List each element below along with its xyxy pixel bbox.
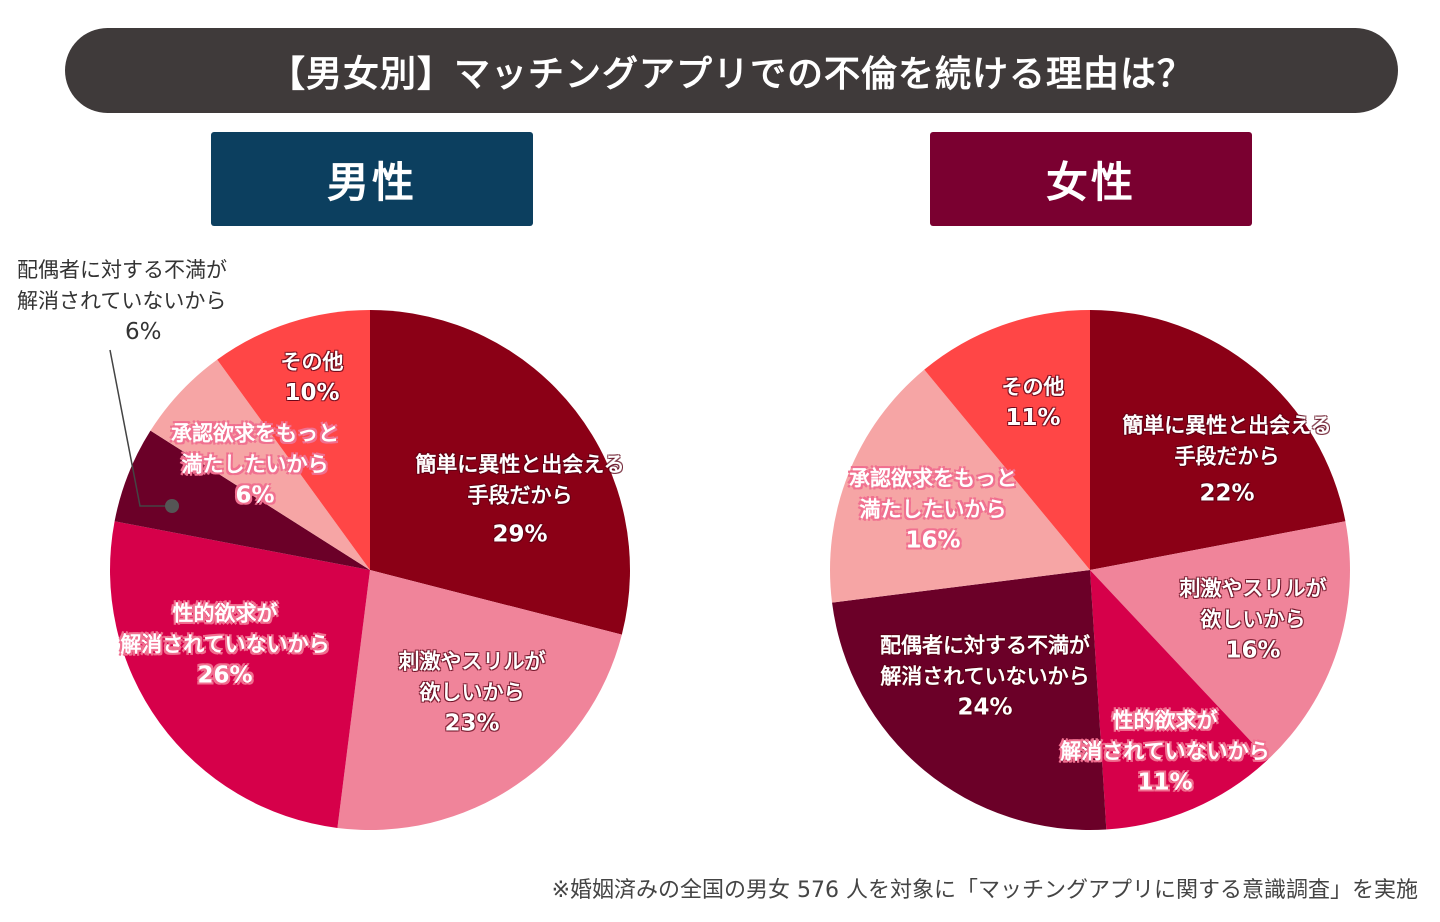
- female-slice-stimulation: [1090, 521, 1350, 760]
- female-header: 女性: [930, 132, 1252, 226]
- female-slice-other: [924, 310, 1090, 570]
- male-label-easy: 簡単に異性と出会える 手段だから 29%: [415, 452, 625, 548]
- male-pie: [109, 310, 630, 830]
- female-label-sexual: 性的欲求が 解消されていないから 11%: [1060, 708, 1270, 796]
- male-header: 男性: [211, 132, 533, 226]
- female-label-easy: 簡単に異性と出会える 手段だから 22%: [1122, 413, 1332, 507]
- male-label-other: その他 10%: [280, 350, 344, 406]
- male-slice-approval: [150, 359, 370, 570]
- female-pie: [830, 310, 1350, 831]
- female-label-approval: 承認欲求をもっと 満たしたいから 16%: [849, 466, 1017, 554]
- male-label-spouse: 配偶者に対する不満が 解消されていないから 6%: [17, 258, 227, 345]
- footnote: ※婚姻済みの全国の男女 576 人を対象に「マッチングアプリに関する意識調査」を…: [551, 878, 1418, 903]
- female-label-spouse: 配偶者に対する不満が 解消されていないから 24%: [880, 633, 1090, 721]
- female-slice-easy: [1090, 310, 1346, 570]
- male-label-sexual: 性的欲求が 解消されていないから 26%: [120, 601, 330, 689]
- female-label-stimulation: 刺激やスリルが 欲しいから 16%: [1179, 576, 1327, 664]
- female-slice-sexual: [1090, 570, 1268, 830]
- female-slice-spouse: [832, 570, 1107, 831]
- female-label-other: その他 11%: [1001, 375, 1065, 431]
- leader-dot: [165, 499, 179, 513]
- male-slice-spouse: [114, 430, 370, 570]
- male-label-stimulation: 刺激やスリルが 欲しいから 23%: [398, 649, 546, 737]
- chart-title: 【男女別】マッチングアプリでの不倫を続ける理由は？: [65, 28, 1398, 113]
- male-slice-other: [217, 310, 370, 570]
- leader-line: [109, 349, 170, 507]
- male-slice-sexual: [109, 521, 370, 828]
- male-slice-stimulation: [337, 570, 622, 830]
- male-label-approval: 承認欲求をもっと 満たしたいから 6%: [171, 421, 339, 509]
- male-slice-easy: [370, 310, 630, 635]
- female-slice-approval: [830, 369, 1090, 603]
